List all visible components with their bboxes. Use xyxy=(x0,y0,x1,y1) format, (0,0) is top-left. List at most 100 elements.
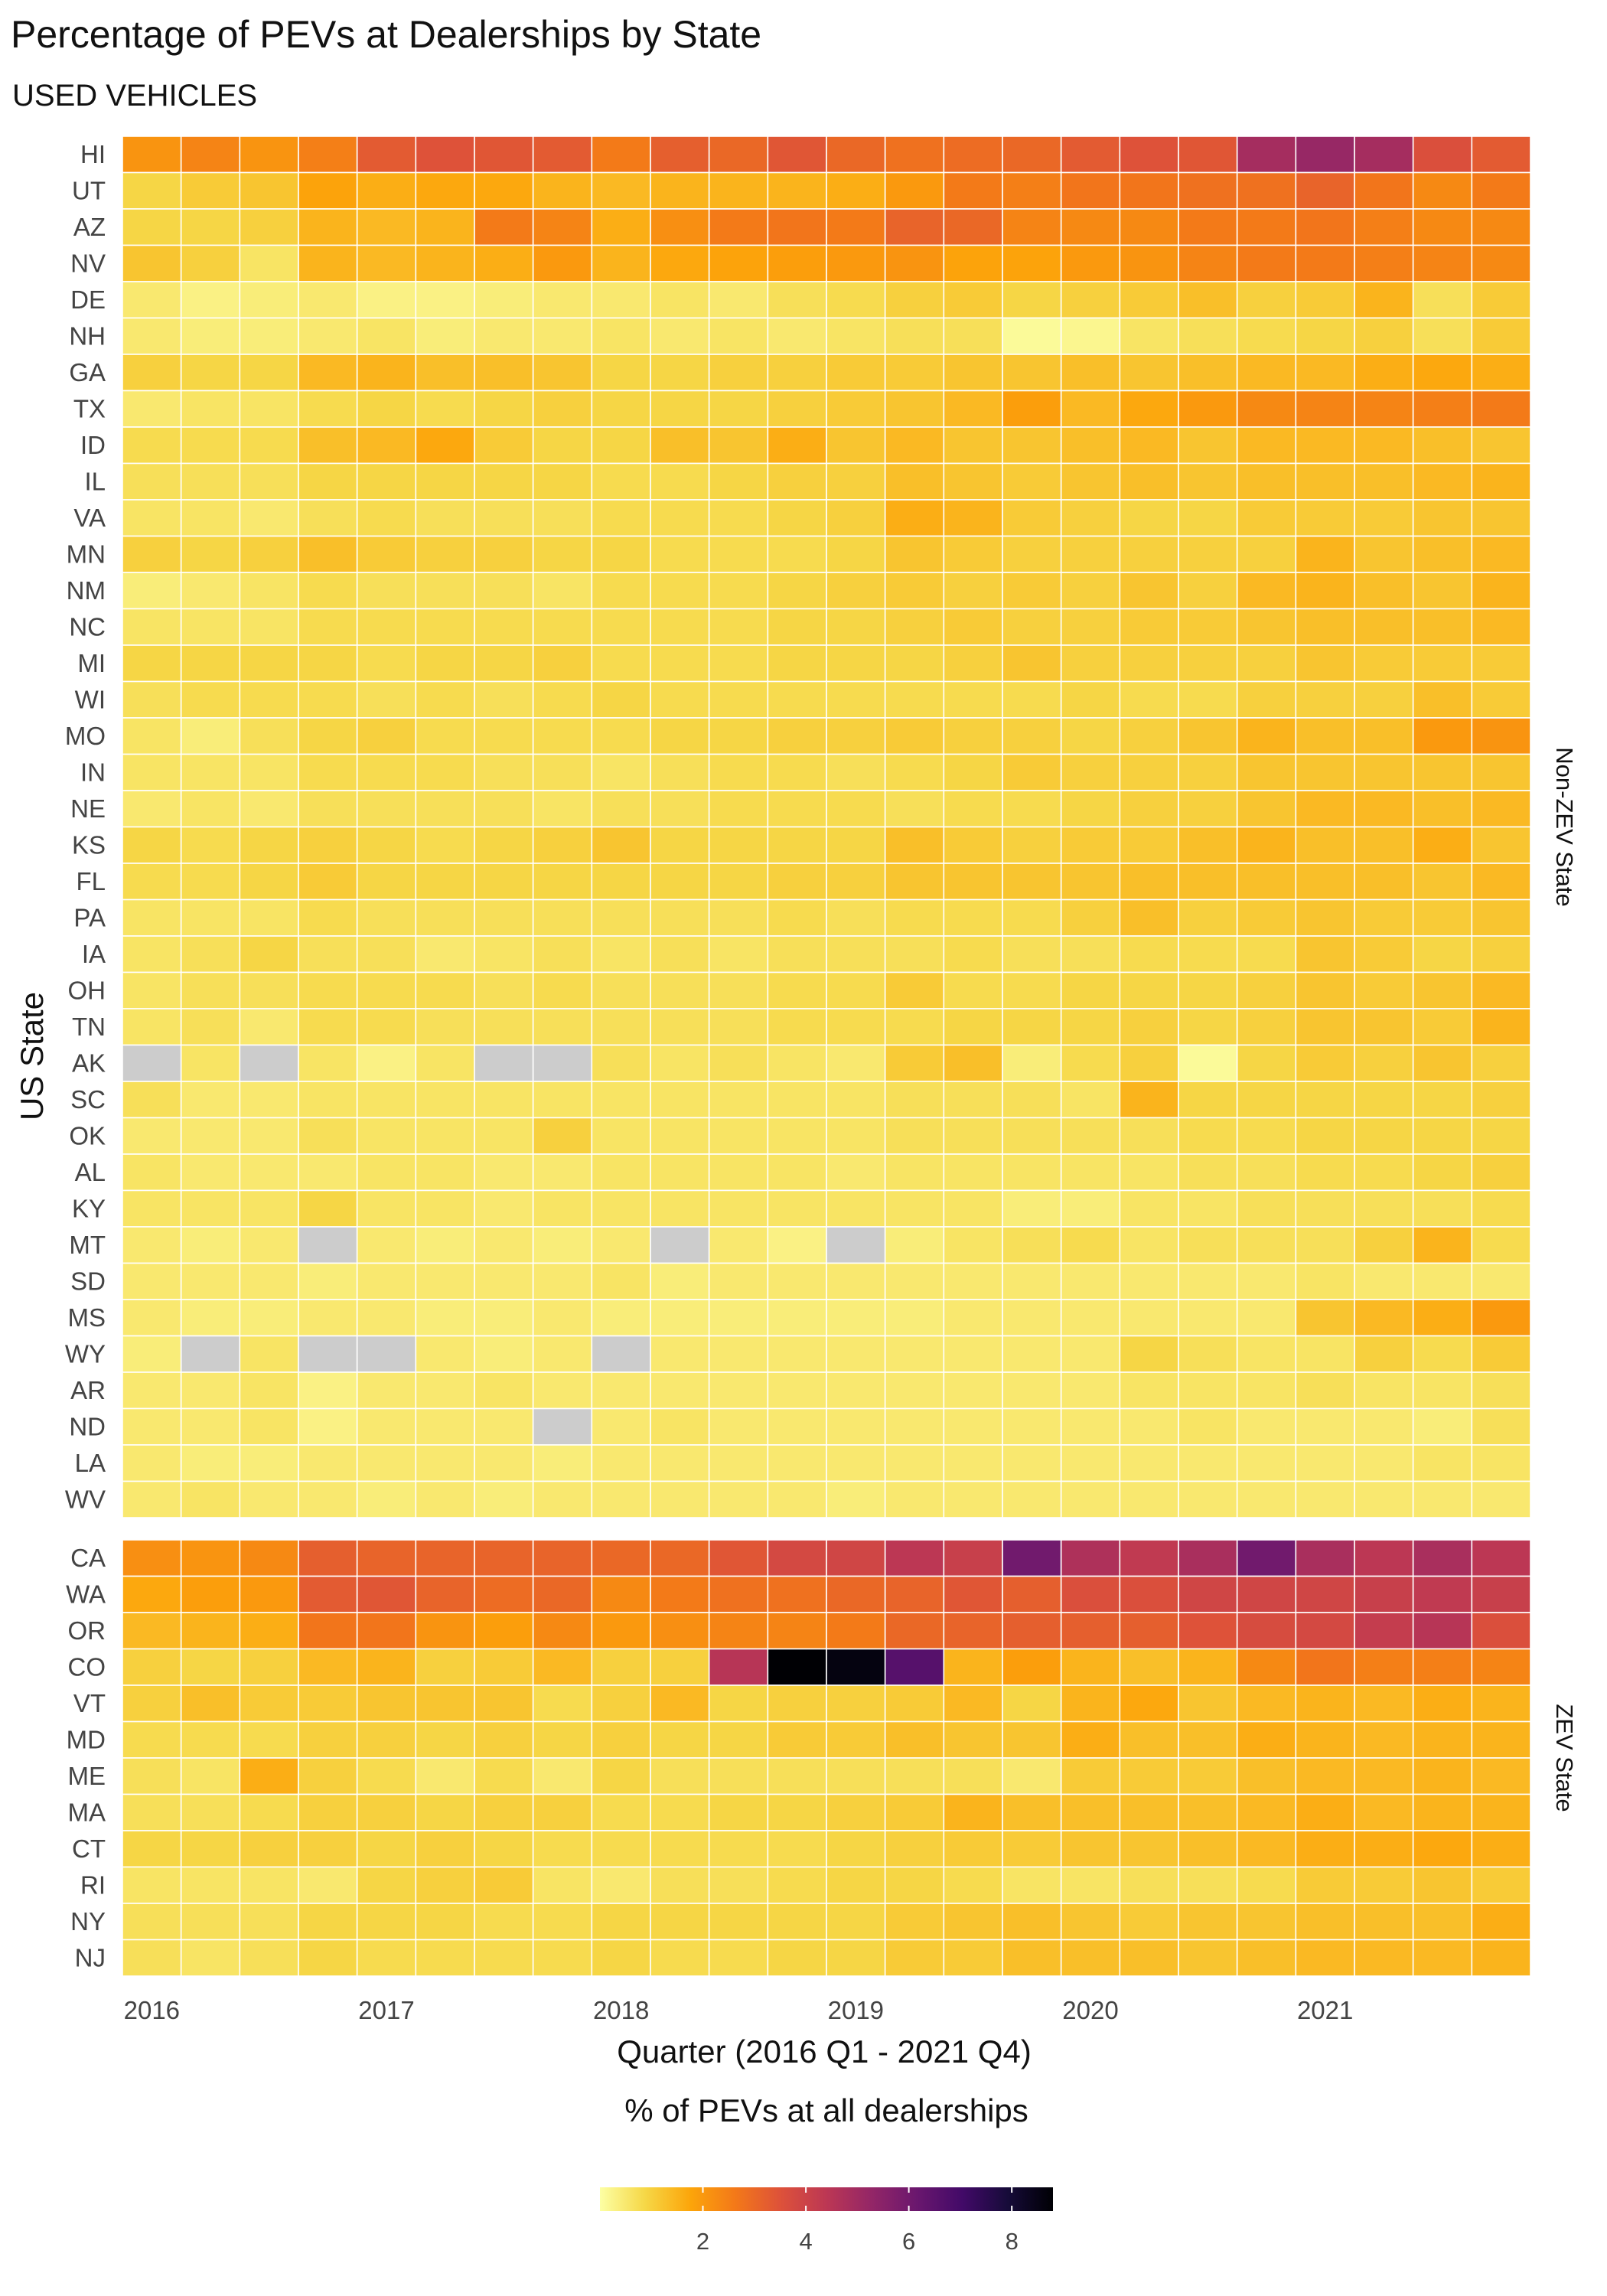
heatmap-cell xyxy=(415,717,475,755)
heatmap-cell xyxy=(474,1226,534,1264)
heatmap-cell xyxy=(356,753,417,791)
heatmap-cell xyxy=(415,644,475,683)
heatmap-cell xyxy=(708,1153,769,1192)
heatmap-cell xyxy=(1178,390,1238,428)
heatmap-cell xyxy=(122,572,182,610)
heatmap-cell xyxy=(474,1612,534,1650)
state-tick-label: KY xyxy=(72,1194,106,1222)
heatmap-cell xyxy=(826,1081,886,1119)
heatmap-cell xyxy=(1236,1575,1297,1613)
heatmap-cell xyxy=(239,790,299,828)
heatmap-cell xyxy=(884,354,945,392)
heatmap-cell xyxy=(532,1262,593,1300)
heatmap-cell xyxy=(1354,608,1414,646)
heatmap-cell xyxy=(532,171,593,210)
heatmap-cell xyxy=(884,863,945,901)
heatmap-cell xyxy=(591,1444,651,1482)
heatmap-cell xyxy=(356,1720,417,1759)
heatmap-cell xyxy=(1236,281,1297,319)
state-tick-label: MN xyxy=(67,540,106,568)
heatmap-cell xyxy=(1060,1044,1121,1082)
heatmap-cell xyxy=(826,680,886,719)
heatmap-cell xyxy=(1354,1189,1414,1228)
heatmap-cell xyxy=(1354,354,1414,392)
heatmap-cell xyxy=(650,1444,710,1482)
heatmap-cell xyxy=(474,499,534,537)
heatmap-cell xyxy=(826,1575,886,1613)
heatmap-cell xyxy=(1471,790,1531,828)
state-tick-label: ME xyxy=(68,1762,106,1790)
heatmap-cell xyxy=(298,1117,358,1155)
heatmap-cell xyxy=(1178,1793,1238,1831)
heatmap-cell xyxy=(767,1117,827,1155)
heatmap-cell xyxy=(943,1299,1003,1337)
heatmap-cell xyxy=(591,790,651,828)
heatmap-cell xyxy=(1060,1903,1121,1941)
heatmap-cell xyxy=(1412,1371,1473,1410)
heatmap-cell xyxy=(1236,1335,1297,1373)
heatmap-cell xyxy=(767,1575,827,1613)
heatmap-cell xyxy=(1354,680,1414,719)
heatmap-cell xyxy=(356,462,417,501)
heatmap-cell xyxy=(180,1008,241,1046)
heatmap-cell xyxy=(1119,281,1179,319)
heatmap-cell xyxy=(1178,208,1238,246)
heatmap-cell xyxy=(1471,1720,1531,1759)
heatmap-cell xyxy=(826,1153,886,1192)
heatmap-cell xyxy=(1354,1757,1414,1795)
heatmap-cell xyxy=(1060,535,1121,573)
heatmap-cell xyxy=(1119,499,1179,537)
heatmap-cell xyxy=(415,1189,475,1228)
heatmap-cell xyxy=(650,1371,710,1410)
heatmap-cell xyxy=(1002,1226,1062,1264)
heatmap-cell xyxy=(1295,499,1355,537)
state-tick-label: DE xyxy=(70,285,106,314)
heatmap-cell xyxy=(591,608,651,646)
heatmap-cell xyxy=(884,426,945,465)
heatmap-cell xyxy=(1060,1008,1121,1046)
heatmap-cell xyxy=(239,1648,299,1686)
heatmap-cell xyxy=(943,1903,1003,1941)
heatmap-cell xyxy=(122,1539,182,1577)
heatmap-cell xyxy=(650,790,710,828)
heatmap-cell xyxy=(415,1444,475,1482)
heatmap-cell xyxy=(532,535,593,573)
heatmap-cell xyxy=(1412,753,1473,791)
heatmap-cell xyxy=(1002,208,1062,246)
quarter-tick-label: 2016 xyxy=(124,1996,180,2024)
heatmap-cell xyxy=(943,208,1003,246)
heatmap-cell xyxy=(1295,680,1355,719)
heatmap-cell xyxy=(650,1153,710,1192)
heatmap-cell xyxy=(591,1008,651,1046)
heatmap-cell xyxy=(650,1226,710,1264)
heatmap-cell xyxy=(884,1793,945,1831)
heatmap-cell xyxy=(650,1866,710,1904)
heatmap-cell xyxy=(943,1044,1003,1082)
heatmap-cell xyxy=(356,899,417,937)
heatmap-cell xyxy=(122,208,182,246)
heatmap-cell xyxy=(239,1939,299,1977)
heatmap-cell xyxy=(1471,1044,1531,1082)
heatmap-cell xyxy=(415,1081,475,1119)
state-tick-label: IL xyxy=(84,467,106,495)
heatmap-cell xyxy=(1060,863,1121,901)
heatmap-cell xyxy=(1119,1444,1179,1482)
heatmap-cell xyxy=(1295,1044,1355,1082)
heatmap-cell xyxy=(239,1539,299,1577)
heatmap-cell xyxy=(826,1720,886,1759)
heatmap-cell xyxy=(1295,899,1355,937)
heatmap-cell xyxy=(356,354,417,392)
heatmap-cell xyxy=(708,390,769,428)
heatmap-cell xyxy=(239,753,299,791)
heatmap-cell xyxy=(826,1371,886,1410)
heatmap-cell xyxy=(708,572,769,610)
heatmap-cell xyxy=(298,1008,358,1046)
heatmap-cell xyxy=(650,717,710,755)
heatmap-cell xyxy=(1236,1793,1297,1831)
heatmap-cell xyxy=(1236,1903,1297,1941)
heatmap-cell xyxy=(298,1335,358,1373)
heatmap-cell xyxy=(239,1480,299,1518)
heatmap-cell xyxy=(356,1539,417,1577)
heatmap-cell xyxy=(356,717,417,755)
heatmap-cell xyxy=(1119,1371,1179,1410)
